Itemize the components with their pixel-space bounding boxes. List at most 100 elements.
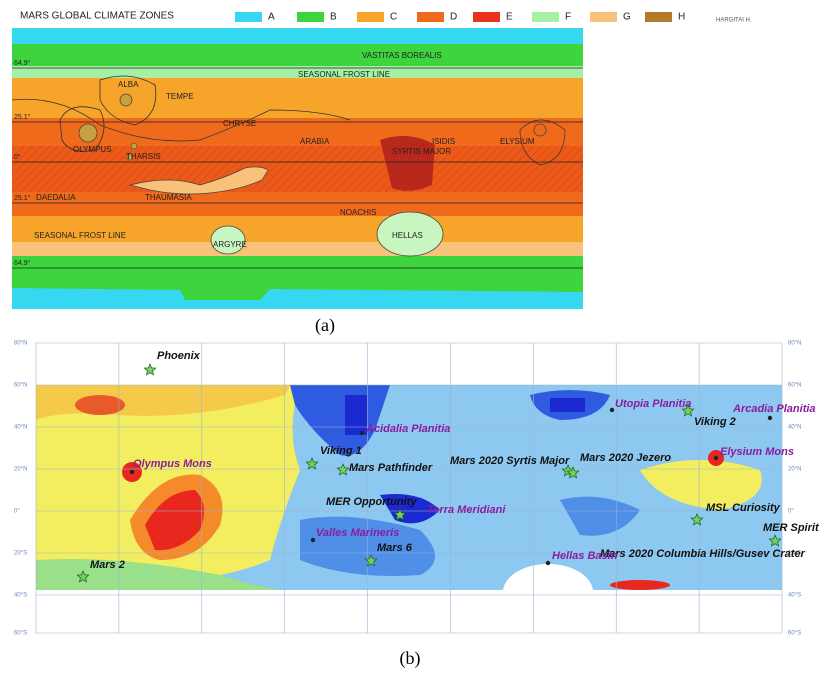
band-d-south: [12, 192, 583, 216]
site-label: Viking 2: [694, 416, 736, 428]
lat-label: 20°N: [788, 467, 801, 473]
hellas-gap: [503, 564, 593, 620]
region-label: OLYMPUS: [73, 145, 112, 154]
legend-swatch: [590, 12, 617, 22]
lat-label: 40°S: [788, 593, 801, 599]
site-label: Mars 6: [377, 542, 413, 554]
legend-swatch: [235, 12, 262, 22]
legend-label: H: [678, 12, 685, 23]
region-label: THAUMASIA: [145, 193, 192, 202]
site-label: Mars 2020 Columbia Hills/Gusev Crater: [600, 548, 806, 560]
site-marker: [714, 456, 718, 460]
region-label: ISIDIS: [432, 137, 455, 146]
lat-label: 25.1°: [14, 194, 31, 202]
caption: (b): [400, 648, 421, 669]
credit: HARGITAI H.: [716, 18, 752, 24]
alba-mons: [120, 94, 132, 106]
site-label: Valles Marineris: [316, 527, 399, 539]
site-marker: [311, 538, 315, 542]
hot-core: [75, 395, 125, 415]
legend-label: A: [268, 12, 275, 23]
site-marker: [610, 408, 614, 412]
region-label: ARGYRE: [213, 240, 247, 249]
site-label: Mars 2: [90, 559, 125, 571]
region-label: TEMPE: [166, 92, 194, 101]
region-label: ALBA: [118, 80, 139, 89]
lat-label: 60°N: [788, 383, 801, 389]
site-label: Arcadia Planitia: [732, 403, 816, 415]
site-label: MER Opportunity: [326, 496, 417, 508]
region-label: THARSIS: [126, 152, 161, 161]
band-g-south: [12, 242, 583, 256]
site-label: MER Spirit: [763, 522, 820, 534]
region-label: CHRYSE: [223, 119, 256, 128]
lat-label: 40°N: [14, 425, 27, 431]
region-label: SEASONAL FROST LINE: [34, 231, 126, 240]
region-label: HELLAS: [392, 231, 423, 240]
legend-swatch: [357, 12, 384, 22]
cold-core: [345, 395, 367, 435]
legend-swatch: [297, 12, 324, 22]
band-c-north: [12, 78, 583, 118]
lat-label: 25.1°: [14, 113, 31, 121]
legend: A B C D E F G H: [235, 12, 685, 23]
site-label: Utopia Planitia: [615, 398, 691, 410]
legend-label: E: [506, 12, 513, 23]
site-label: Mars 2020 Jezero: [580, 452, 671, 464]
site-label: Mars Pathfinder: [349, 462, 433, 474]
page: MARS GLOBAL CLIMATE ZONES A B C D E F G H HARGI…: [0, 0, 822, 672]
band-a-north: [12, 28, 583, 44]
site-label: Acidalia Planitia: [365, 423, 450, 435]
lat-label: 0°: [14, 153, 21, 161]
site-marker: [360, 431, 364, 435]
lat-label: 64.9°: [14, 59, 31, 67]
region-label: DAEDALIA: [36, 193, 76, 202]
region-label: SYRTIS MAJOR: [392, 147, 451, 156]
cold-core: [550, 398, 585, 412]
lat-label: 40°N: [788, 425, 801, 431]
site-label: Olympus Mons: [133, 458, 212, 470]
lat-label: 60°N: [14, 383, 27, 389]
legend-label: C: [390, 12, 397, 23]
site-marker: [546, 561, 550, 565]
lat-label: 80°N: [14, 341, 27, 347]
legend-swatch: [417, 12, 444, 22]
figure: MARS GLOBAL CLIMATE ZONES A B C D E F G H HARGI…: [0, 0, 822, 672]
band-b-south: [12, 256, 583, 288]
region-label: ARABIA: [300, 137, 330, 146]
legend-swatch: [645, 12, 672, 22]
lat-label: 0°: [14, 509, 20, 515]
site-marker: [130, 470, 134, 474]
site-label: Hellas Basin: [552, 550, 618, 562]
lat-label: 64.9°: [14, 259, 31, 267]
olympus-mons: [79, 124, 97, 142]
lat-label: 20°N: [14, 467, 27, 473]
legend-label: G: [623, 12, 631, 23]
legend-label: D: [450, 12, 457, 23]
lat-label: 60°S: [788, 631, 801, 637]
site-label: Phoenix: [157, 350, 201, 362]
region-label: ELYSIUM: [500, 137, 535, 146]
site-label: Elysium Mons: [720, 446, 794, 458]
lat-label: 0°: [788, 509, 794, 515]
lat-label: 60°S: [14, 631, 27, 637]
legend-label: F: [565, 12, 571, 23]
site-label: Terra Meridiani: [427, 504, 506, 516]
region-label: SEASONAL FROST LINE: [298, 70, 390, 79]
legend-swatch: [532, 12, 559, 22]
site-label: Mars 2020 Syrtis Major: [450, 455, 570, 467]
caption: (a): [315, 315, 335, 336]
site-marker: [768, 416, 772, 420]
legend-label: B: [330, 12, 337, 23]
region-label: VASTITAS BOREALIS: [362, 51, 442, 60]
site-marker: [144, 364, 155, 375]
legend-swatch: [473, 12, 500, 22]
panel-a-title: MARS GLOBAL CLIMATE ZONES: [20, 11, 174, 22]
site-label: MSL Curiosity: [706, 502, 781, 514]
site-label: Viking 1: [320, 445, 362, 457]
tharsis-volcano: [131, 143, 137, 149]
lat-label: 20°S: [14, 551, 27, 557]
temperature-map: [36, 343, 782, 633]
lat-label: 40°S: [14, 593, 27, 599]
region-label: NOACHIS: [340, 208, 376, 217]
